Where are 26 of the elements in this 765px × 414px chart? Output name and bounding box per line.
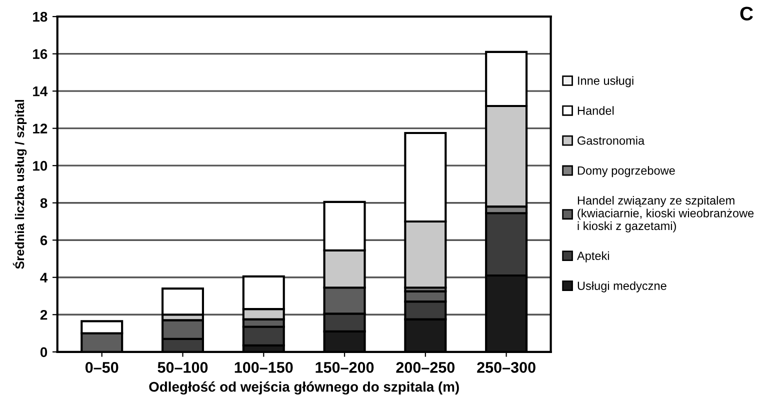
y-axis-title: Średnia liczba usług / szpital [12, 100, 27, 269]
legend-label: Domy pogrzebowe [578, 166, 675, 178]
y-tick-label: 8 [40, 198, 48, 208]
legend-label: Apteki [577, 251, 609, 262]
x-tick-label: 200–250 [396, 362, 455, 373]
y-tick-label: 4 [40, 272, 48, 282]
text: C [740, 6, 753, 20]
x-tick-label: 50–100 [158, 362, 208, 373]
legend-label: Usługi medyczne [578, 281, 666, 292]
x-tick-label: 250–300 [477, 362, 536, 373]
y-tick-label: 6 [40, 235, 48, 246]
y-tick-label: 0 [40, 347, 48, 358]
y-tick-label: 18 [33, 12, 48, 22]
legend-label: Inne usługi [578, 76, 634, 88]
x-tick-label: 0–50 [85, 362, 118, 373]
x-tick-label: 100–150 [234, 362, 293, 373]
y-tick-label: 2 [40, 310, 48, 320]
legend-label: Handel [578, 106, 614, 115]
y-tick-label: 12 [33, 124, 48, 134]
x-axis-title: Odległość od wejścia głównego do szpitala (m) [149, 381, 459, 395]
x-tick-label: 150–200 [316, 362, 374, 373]
legend-label: Gastronomia [578, 136, 645, 145]
y-tick-label: 16 [33, 49, 48, 59]
legend-label: Handel związany ze szpitalem (kwiaciarnie, kioski wieobranżowe i kioski z gazetami) [578, 196, 754, 232]
y-tick-label: 10 [33, 160, 48, 171]
y-tick-label: 14 [33, 86, 48, 96]
